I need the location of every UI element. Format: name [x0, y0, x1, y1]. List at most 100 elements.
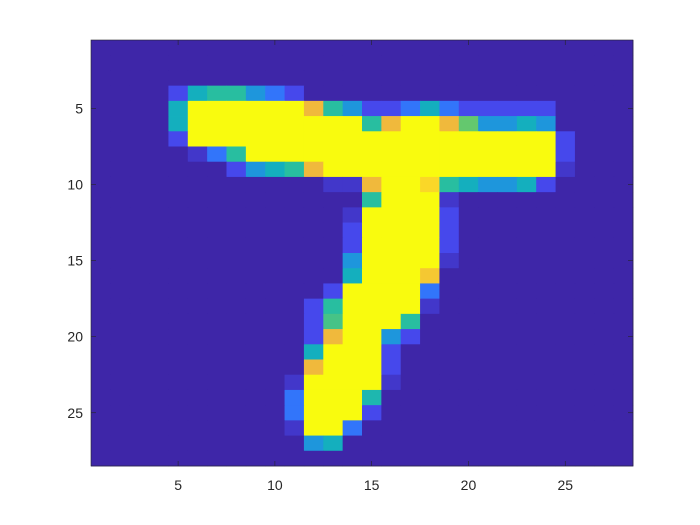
- heatmap-cell: [594, 70, 615, 87]
- heatmap-cell: [478, 70, 498, 87]
- heatmap-cell: [458, 253, 479, 269]
- heatmap-cell: [207, 374, 227, 391]
- heatmap-cell: [245, 389, 266, 406]
- heatmap-cell: [342, 450, 363, 467]
- heatmap-cell: [439, 389, 460, 406]
- heatmap-cell: [400, 253, 421, 269]
- heatmap-cell: [574, 359, 595, 376]
- heatmap-cell: [594, 268, 615, 284]
- heatmap-cell: [284, 100, 305, 117]
- heatmap-cell: [245, 131, 266, 147]
- heatmap-cell: [574, 116, 595, 132]
- heatmap-cell: [574, 313, 595, 330]
- heatmap-cell: [458, 450, 479, 467]
- heatmap-cell: [168, 313, 189, 330]
- y-tick-label: 10: [67, 177, 83, 193]
- heatmap-cell: [245, 268, 266, 284]
- heatmap-cell: [516, 450, 537, 467]
- heatmap-cell: [110, 298, 131, 315]
- heatmap-cell: [245, 420, 266, 436]
- heatmap-cell: [458, 389, 479, 406]
- heatmap-cell: [323, 40, 344, 56]
- heatmap-cell: [497, 85, 518, 102]
- heatmap-cell: [516, 176, 537, 193]
- heatmap-cell: [536, 268, 556, 284]
- heatmap-cell: [303, 100, 324, 117]
- heatmap-cell: [400, 283, 421, 300]
- heatmap-cell: [323, 116, 344, 132]
- heatmap-cell: [439, 374, 460, 391]
- heatmap-cell: [536, 70, 556, 87]
- heatmap-cell: [555, 389, 576, 406]
- heatmap-cell: [168, 344, 189, 360]
- heatmap-cell: [439, 329, 460, 345]
- heatmap-cell: [265, 222, 285, 239]
- y-tick-label: 20: [67, 329, 83, 345]
- heatmap-cell: [400, 237, 421, 254]
- heatmap-cell: [497, 344, 518, 360]
- heatmap-cell: [284, 207, 305, 223]
- heatmap-cell: [303, 298, 324, 315]
- heatmap-cell: [342, 40, 363, 56]
- heatmap-cell: [613, 161, 634, 178]
- heatmap-cell: [245, 55, 266, 71]
- x-tick-label: 10: [267, 477, 283, 493]
- heatmap-cell: [226, 313, 247, 330]
- heatmap-cell: [323, 298, 344, 315]
- heatmap-cell: [207, 329, 227, 345]
- heatmap-cell: [420, 283, 440, 300]
- heatmap-cell: [303, 389, 324, 406]
- heatmap-cell: [303, 329, 324, 345]
- heatmap-cell: [110, 85, 131, 102]
- heatmap-cell: [149, 374, 169, 391]
- heatmap-cell: [245, 192, 266, 208]
- heatmap-cell: [439, 237, 460, 254]
- heatmap-cell: [420, 435, 440, 452]
- heatmap-cell: [129, 283, 150, 300]
- heatmap-cell: [458, 268, 479, 284]
- heatmap-cell: [420, 131, 440, 147]
- heatmap-cell: [323, 283, 344, 300]
- heatmap-cell: [226, 420, 247, 436]
- heatmap-cell: [400, 313, 421, 330]
- heatmap-cell: [400, 70, 421, 87]
- heatmap-cell: [555, 450, 576, 467]
- heatmap-cell: [420, 374, 440, 391]
- heatmap-cell: [110, 55, 131, 71]
- heatmap-cell: [478, 450, 498, 467]
- heatmap-cell: [381, 131, 402, 147]
- heatmap-cell: [497, 116, 518, 132]
- heatmap-cell: [497, 100, 518, 117]
- heatmap-cell: [594, 192, 615, 208]
- heatmap-cell: [458, 359, 479, 376]
- heatmap-cell: [149, 222, 169, 239]
- heatmap-cell: [284, 313, 305, 330]
- heatmap-cell: [555, 40, 576, 56]
- heatmap-cell: [536, 176, 556, 193]
- heatmap-cell: [207, 100, 227, 117]
- heatmap-cell: [381, 40, 402, 56]
- heatmap-cell: [362, 100, 382, 117]
- heatmap-cell: [342, 283, 363, 300]
- heatmap-cell: [129, 85, 150, 102]
- heatmap-cell: [187, 253, 208, 269]
- heatmap-cell: [516, 344, 537, 360]
- heatmap-cell: [110, 450, 131, 467]
- heatmap-cell: [187, 237, 208, 254]
- heatmap-cell: [420, 420, 440, 436]
- heatmap-cell: [226, 192, 247, 208]
- heatmap-cell: [613, 329, 634, 345]
- heatmap-cell: [207, 253, 227, 269]
- heatmap-cell: [362, 146, 382, 163]
- heatmap-cell: [110, 359, 131, 376]
- heatmap-cell: [536, 420, 556, 436]
- heatmap-cell: [458, 85, 479, 102]
- heatmap-cell: [497, 207, 518, 223]
- heatmap-cell: [478, 344, 498, 360]
- heatmap-cell: [245, 161, 266, 178]
- heatmap-cell: [516, 100, 537, 117]
- heatmap-cell: [303, 207, 324, 223]
- heatmap-cell: [362, 298, 382, 315]
- heatmap-cell: [420, 389, 440, 406]
- heatmap-cell: [110, 283, 131, 300]
